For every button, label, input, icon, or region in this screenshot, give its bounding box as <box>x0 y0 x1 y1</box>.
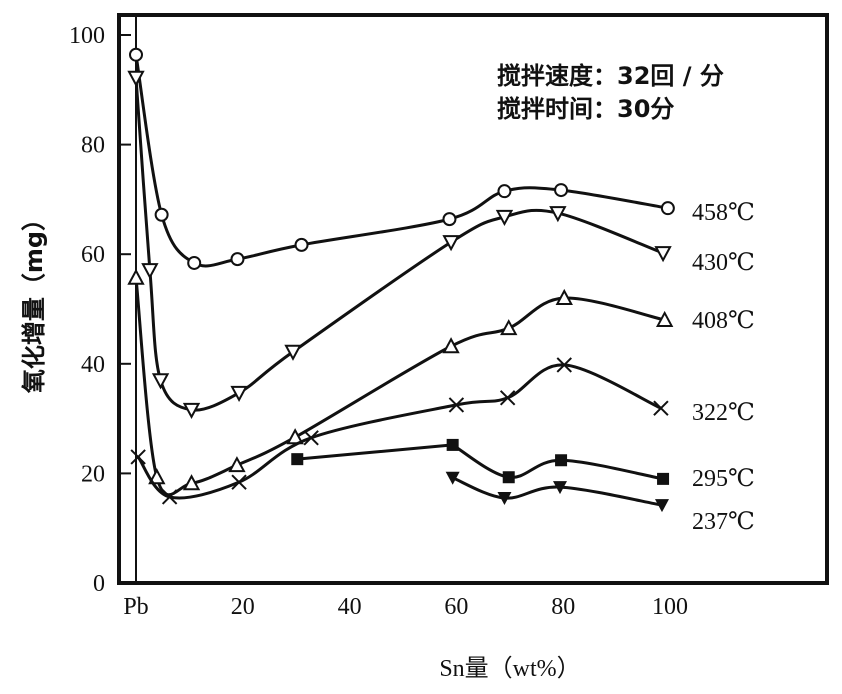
triangle-down-marker <box>230 385 248 402</box>
x-tick-label: 80 <box>551 594 575 620</box>
plot-frame <box>117 13 829 585</box>
y-tick-label: 60 <box>81 242 105 268</box>
triangle-up-marker <box>555 288 573 306</box>
series-0: 458℃ <box>129 47 755 270</box>
series-1: 430℃ <box>127 70 755 419</box>
circle-marker <box>554 183 569 198</box>
circle-marker <box>129 47 143 62</box>
x-tick-label: 100 <box>652 594 688 620</box>
circle-marker <box>497 184 512 199</box>
triangle-down-marker <box>284 344 302 361</box>
series-line <box>452 476 663 507</box>
series-4: 295℃ <box>291 438 755 492</box>
y-axis-label: 氧化增量（mg） <box>20 207 48 393</box>
cross-marker <box>303 430 319 446</box>
series-line <box>136 363 662 500</box>
triangle-down-marker <box>495 209 514 227</box>
cross-marker <box>231 474 247 490</box>
series-label: 322℃ <box>692 400 755 426</box>
series-label: 430℃ <box>692 250 755 276</box>
series-label: 295℃ <box>692 466 755 492</box>
triangle-down-marker <box>549 206 567 223</box>
filled-triangle-marker <box>552 481 567 495</box>
cross-marker <box>161 489 178 505</box>
triangle-down-marker <box>141 263 159 280</box>
square-marker <box>555 454 568 467</box>
filled-triangle-marker <box>654 499 669 513</box>
triangle-down-marker <box>654 246 672 263</box>
cross-marker <box>130 449 146 465</box>
series-line <box>297 443 453 461</box>
circle-marker <box>230 252 245 267</box>
y-tick-label: 20 <box>81 461 105 487</box>
cross-marker <box>556 357 572 373</box>
triangle-down-marker <box>127 70 145 87</box>
cross-marker <box>499 390 516 406</box>
x-tick-label: 60 <box>444 594 468 620</box>
circle-marker <box>294 237 309 252</box>
circle-marker <box>154 207 169 222</box>
triangle-down-marker <box>442 235 460 252</box>
circle-marker <box>187 255 202 270</box>
circle-marker <box>442 212 457 227</box>
series-3: 322℃ <box>130 357 755 505</box>
y-tick-label: 0 <box>93 571 105 597</box>
y-tick-label: 40 <box>81 352 105 378</box>
series-2: 408℃ <box>127 268 755 497</box>
series-line <box>451 443 664 481</box>
x-tick-label: 40 <box>338 594 362 620</box>
triangle-up-marker <box>442 337 460 354</box>
y-tick-label: 80 <box>81 133 105 159</box>
x-tick-label: 20 <box>231 594 255 620</box>
cross-marker <box>448 397 465 413</box>
triangle-up-marker <box>148 468 166 485</box>
x-axis-label: Sn量（wt%） <box>439 656 580 682</box>
triangle-up-marker <box>182 474 201 491</box>
series-label: 237℃ <box>692 509 755 535</box>
x-tick-label: Pb <box>123 594 148 620</box>
triangle-up-marker <box>500 319 518 336</box>
triangle-up-marker <box>655 310 674 327</box>
filled-triangle-marker <box>445 471 460 485</box>
series-line <box>134 77 664 412</box>
circle-marker <box>660 201 675 216</box>
cross-marker <box>653 400 669 416</box>
triangle-up-marker <box>127 268 145 285</box>
filled-triangle-marker <box>497 492 512 506</box>
square-marker <box>657 472 670 485</box>
square-marker <box>446 438 459 451</box>
series-label: 408℃ <box>692 308 755 334</box>
triangle-down-marker <box>182 402 201 419</box>
triangle-down-marker <box>151 373 170 390</box>
triangle-up-marker <box>228 456 246 473</box>
square-marker <box>502 471 515 484</box>
square-marker <box>291 453 304 466</box>
series-label: 458℃ <box>692 200 755 226</box>
series-5: 237℃ <box>445 471 755 535</box>
annotation-speed: 搅拌速度：32回 / 分 <box>497 62 724 90</box>
annotation-time: 搅拌时间：30分 <box>497 95 674 123</box>
y-tick-label: 100 <box>69 23 105 49</box>
